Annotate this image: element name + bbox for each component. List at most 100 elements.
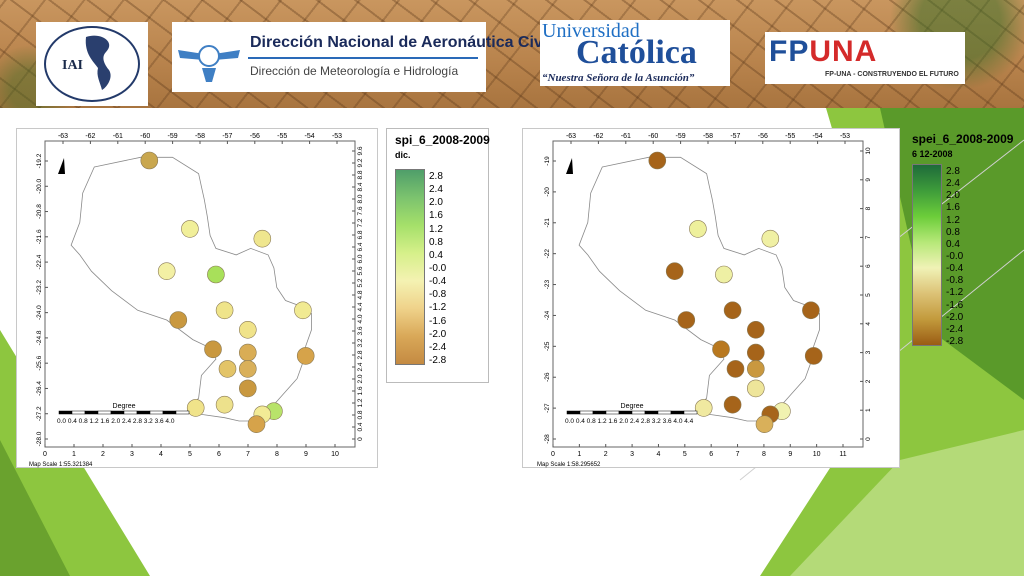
americas-globe-icon [85,35,111,90]
right-tick-label: 3.2 [357,338,364,347]
scale-bar-segment [605,410,620,415]
bottom-tick-label: 3 [630,451,634,458]
legend-value-label: -1.2 [429,302,447,314]
right-tick-label: 2.8 [357,350,364,359]
legend-value-label: -1.6 [946,299,964,311]
bottom-tick-label: 1 [577,451,581,458]
legend-value-label: -2.0 [946,311,964,323]
scale-bar-segment [162,410,177,415]
scale-bar-ticks: 0.0 0.4 0.8 1.2 1.6 2.0 2.4 2.8 3.2 3.6 … [565,418,694,425]
legend-value-label: 1.6 [429,210,443,222]
station-marker [648,151,667,170]
top-tick-label: -53 [332,133,342,140]
legend-value-label: 0.8 [946,226,960,238]
station-marker [239,343,257,362]
right-tick-label: 6.8 [357,230,364,239]
uc-logo-line1: Universidad [542,20,640,42]
dinac-logo-divider [248,57,478,59]
top-tick-label: -59 [168,133,178,140]
bottom-tick-label: 7 [246,451,250,458]
scale-bar-segment [84,410,99,415]
top-tick-label: -63 [566,133,576,140]
station-marker [207,265,225,284]
scale-bar-segment [123,410,138,415]
station-marker [215,301,234,320]
right-tick-label: 7.2 [357,218,364,227]
legend-value-label: -2.4 [429,341,447,353]
right-tick-label: 6.0 [357,254,364,263]
bottom-tick-label: 10 [813,451,821,458]
legend-value-label: 1.2 [429,223,443,235]
station-marker [761,229,780,248]
north-arrow-icon [566,158,573,174]
bottom-tick-label: 7 [736,451,740,458]
station-marker [712,340,730,359]
station-marker [804,347,823,365]
bottom-tick-label: 9 [788,451,792,458]
bottom-tick-label: 5 [188,451,192,458]
legend-value-label: 1.6 [946,202,960,214]
map-scale-text: Map Scale 1:55.321384 [29,462,93,468]
scale-bar-segment [579,410,594,415]
header-banner: IAI Dirección Nacional de Aeronáutica Ci… [0,0,1024,108]
right-tick-label: 9 [865,178,872,182]
map-frame [552,140,864,448]
legend-value-label: 2.4 [946,178,960,190]
right-tick-label: 9.6 [357,146,364,155]
station-marker [239,379,257,398]
dinac-logo-subtitle: Dirección de Meteorología e Hidrología [250,64,459,78]
left-tick-label: -19.2 [36,153,43,168]
station-marker [802,301,820,320]
station-marker [747,360,765,378]
spei-map-panel: -63 -62 -61 -60 -59 -58 -57 -56 -55 -54 -53 -19 -20 -… [522,128,900,468]
station-marker [140,151,159,170]
uc-logo-tagline: “Nuestra Señora de la Asunción” [542,72,695,84]
station-marker [215,395,234,414]
legend-value-label: -0.4 [946,263,964,275]
left-tick-label: -25.6 [36,355,43,370]
spi-legend: spi_6_2008-2009 dic. 2.8 2.4 2.0 1.6 1.2 0.8 0… [386,128,490,383]
right-tick-label: 4 [865,322,872,326]
left-tick-label: -26.4 [36,381,43,396]
station-marker [186,399,205,417]
spi-legend-color-ramp [395,169,425,365]
spei-map: -63 -62 -61 -60 -59 -58 -57 -56 -55 -54 -53 -19 -20 -… [537,133,872,468]
spi-legend-title: spi_6_2008-2009 [395,133,490,147]
station-marker [694,399,713,417]
spi-map: -63 -62 -61 -60 -59 -58 -57 -56 -55 -54 -53 -19.2 -2… [29,133,364,468]
left-tick-label: -24.8 [36,330,43,345]
right-tick-label: 7 [865,235,872,239]
scale-bar-segment [566,410,581,415]
right-tick-label: 1 [865,408,872,412]
spei-legend-color-ramp [912,164,942,346]
legend-value-label: 0.4 [429,249,443,261]
left-tick-label: -22.4 [36,254,43,269]
bottom-tick-label: 8 [275,451,279,458]
legend-value-label: 2.8 [946,166,960,177]
bottom-tick-label: 9 [304,451,308,458]
station-marker [157,262,176,280]
top-tick-label: -53 [840,133,850,140]
top-tick-label: -62 [593,133,603,140]
left-tick-label: -25 [544,341,551,351]
scale-bar-segment [618,410,633,415]
left-tick-label: -28.0 [36,431,43,446]
right-tick-label: 8 [865,206,872,210]
bottom-tick-label: 6 [217,451,221,458]
map-frame [44,140,356,448]
right-tick-label: 9.2 [357,158,364,167]
map-scale-text: Map Scale 1:58.295652 [537,462,601,468]
station-marker [204,340,222,359]
station-marker [218,360,237,378]
top-tick-label: -56 [250,133,260,140]
right-tick-label: 6.4 [357,242,364,251]
legend-value-label: 2.4 [429,184,443,196]
scale-bar-segment [175,410,190,415]
bottom-tick-label: 3 [130,451,134,458]
legend-value-label: -2.4 [946,323,964,335]
right-tick-label: 8.0 [357,194,364,203]
north-arrow-icon [58,158,65,174]
aviation-wings-icon [178,45,240,82]
legend-value-label: 0.8 [429,236,443,248]
